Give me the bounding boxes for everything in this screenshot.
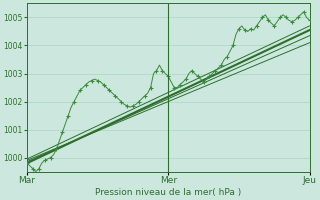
- X-axis label: Pression niveau de la mer( hPa ): Pression niveau de la mer( hPa ): [95, 188, 241, 197]
